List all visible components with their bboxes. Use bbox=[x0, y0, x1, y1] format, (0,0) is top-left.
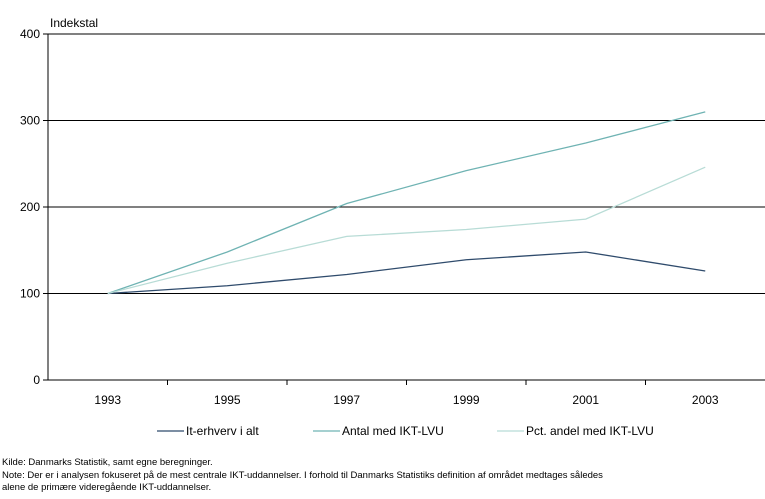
y-tick-label: 100 bbox=[20, 287, 40, 301]
y-axis-label: Indekstal bbox=[50, 16, 98, 30]
grid-lines bbox=[48, 33, 765, 294]
x-tick-label: 2001 bbox=[572, 393, 599, 407]
legend-label-3: Pct. andel med IKT-LVU bbox=[526, 424, 654, 438]
y-tick-label: 300 bbox=[20, 114, 40, 128]
chart-notes: Kilde: Danmarks Statistik, samt egne ber… bbox=[2, 457, 764, 495]
x-tick-label: 1995 bbox=[214, 393, 241, 407]
x-tick-label: 1997 bbox=[333, 393, 360, 407]
axes bbox=[43, 33, 765, 385]
legend-label-2: Antal med IKT-LVU bbox=[342, 424, 444, 438]
source-text: Kilde: Danmarks Statistik, samt egne ber… bbox=[2, 457, 213, 468]
note-text-line-1: Note: Der er i analysen fokuseret på de … bbox=[2, 469, 603, 481]
legend: It-erhverv i alt Antal med IKT-LVU Pct. an… bbox=[157, 424, 654, 438]
series-line-2 bbox=[107, 111, 706, 295]
x-tick-labels: 1993 1995 1997 1999 2001 2003 bbox=[94, 393, 719, 407]
line-chart: Indekstal 0 100 200 300 400 1993 1995 1997 1999… bbox=[20, 16, 765, 438]
x-tick-label: 1999 bbox=[453, 393, 480, 407]
y-tick-labels: 0 100 200 300 400 bbox=[20, 27, 40, 387]
y-tick-label: 400 bbox=[20, 27, 40, 41]
note-text-line-2: alene de primære videregående IKT-uddann… bbox=[2, 482, 212, 493]
series-lines bbox=[107, 111, 706, 295]
series-line-1 bbox=[107, 251, 706, 295]
legend-label-1: It-erhverv i alt bbox=[186, 424, 259, 438]
x-tick-label: 1993 bbox=[94, 393, 121, 407]
y-tick-label: 200 bbox=[20, 200, 40, 214]
x-tick-label: 2003 bbox=[692, 393, 719, 407]
series-line-3 bbox=[107, 166, 706, 295]
y-tick-label: 0 bbox=[33, 373, 40, 387]
